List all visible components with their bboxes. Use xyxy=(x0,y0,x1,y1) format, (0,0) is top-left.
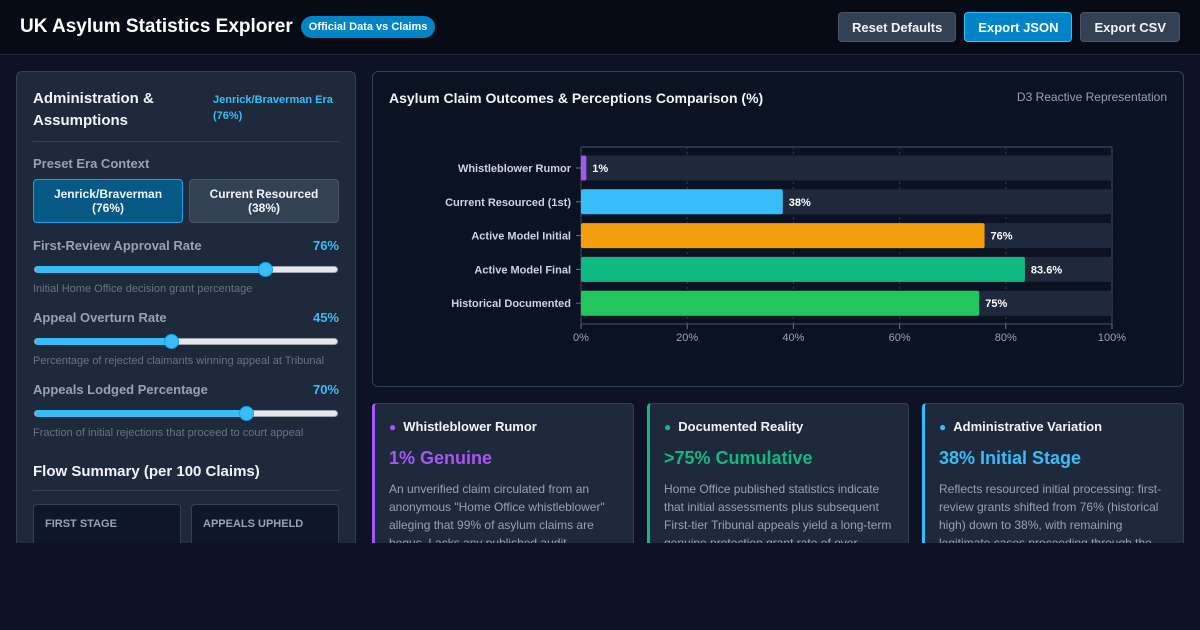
card-title: Documented Reality xyxy=(678,419,804,434)
panel-header: Administration & Assumptions Jenrick/Bra… xyxy=(33,88,339,142)
card-stat: 1% Genuine xyxy=(389,448,493,468)
slider-thumb[interactable] xyxy=(239,405,255,421)
appeal-overturn-slider-block: Appeal Overturn Rate 45% Percentage of r… xyxy=(33,310,339,367)
card-administrative-variation: ● Administrative Variation 38% Initial St… xyxy=(922,403,1184,543)
first-review-slider-block: First-Review Approval Rate 76% Initial H… xyxy=(33,238,339,295)
bullet-dot-icon: ● xyxy=(664,419,672,434)
card-stat: 38% Initial Stage xyxy=(939,448,1082,468)
first-review-approval-slider[interactable] xyxy=(34,261,338,277)
slider-help-text: Initial Home Office decision grant perce… xyxy=(33,283,253,295)
bullet-dot-icon: ● xyxy=(389,419,397,434)
app-title: UK Asylum Statistics Explorer xyxy=(20,16,293,37)
x-tick-label: 20% xyxy=(676,332,698,344)
preset-buttons: Jenrick/Braverman (76%) Current Resource… xyxy=(33,179,339,223)
card-text: Reflects resourced initial processing: f… xyxy=(939,482,1162,543)
card-title: Administrative Variation xyxy=(953,419,1103,434)
slider-value: 70% xyxy=(312,382,339,397)
category-label: Current Resourced (1st) xyxy=(445,197,571,209)
flow-card-appeals-upheld: APPEALS UPHELD xyxy=(191,504,339,543)
slider-help-text: Percentage of rejected claimants winning… xyxy=(33,355,325,367)
slider-label: Appeals Lodged Percentage xyxy=(33,382,208,397)
chart-title: Asylum Claim Outcomes & Perceptions Comp… xyxy=(389,90,764,106)
preset-jenrick-braverman-button[interactable]: Jenrick/Braverman (76%) xyxy=(33,179,183,223)
card-text: An unverified claim circulated from an a… xyxy=(389,482,605,543)
appeals-lodged-slider[interactable] xyxy=(34,405,338,421)
chart-panel: 0% 20% 40% 60% 80% 100% Whistleblower Rumor 1% C… xyxy=(372,71,1184,387)
data-source-badge: Official Data vs Claims xyxy=(300,16,436,38)
slider-value: 45% xyxy=(312,310,339,325)
bar-value-label: 76% xyxy=(991,231,1013,243)
slider-fill xyxy=(35,410,247,417)
x-tick-label: 40% xyxy=(782,332,804,344)
x-tick-label: 80% xyxy=(995,332,1017,344)
bar xyxy=(581,290,980,316)
slider-value: 76% xyxy=(312,238,339,253)
preset-label: Preset Era Context xyxy=(33,156,150,171)
slider-help-text: Fraction of initial rejections that proc… xyxy=(33,427,304,439)
panel-title: Administration & Assumptions xyxy=(33,90,154,129)
slider-label: First-Review Approval Rate xyxy=(33,238,202,253)
slider-label: Appeal Overturn Rate xyxy=(33,310,167,325)
x-tick-label: 100% xyxy=(1098,332,1126,344)
bullet-dot-icon: ● xyxy=(939,419,947,434)
bar xyxy=(581,223,985,249)
card-whistleblower-rumor: ● Whistleblower Rumor 1% Genuine An unver… xyxy=(372,403,634,543)
category-label: Active Model Initial xyxy=(471,231,571,243)
bar-value-label: 1% xyxy=(592,163,608,175)
x-tick-label: 60% xyxy=(889,332,911,344)
outcomes-bar-chart: 0% 20% 40% 60% 80% 100% Whistleblower Rumor 1% C… xyxy=(445,146,1126,344)
preset-current-resourced-button[interactable]: Current Resourced (38%) xyxy=(189,179,339,223)
appeal-overturn-slider[interactable] xyxy=(34,333,338,349)
export-json-button[interactable]: Export JSON xyxy=(964,12,1073,42)
insight-cards: ● Whistleblower Rumor 1% Genuine An unver… xyxy=(372,403,1184,543)
bar xyxy=(581,256,1025,282)
bar xyxy=(581,155,587,181)
flow-summary-cards: FIRST STAGE APPEALS UPHELD xyxy=(33,504,339,543)
app-viewport: UK Asylum Statistics Explorer Official D… xyxy=(0,0,1200,543)
bar xyxy=(581,189,783,215)
era-tag: Jenrick/Braverman Era (76%) xyxy=(213,94,333,122)
slider-fill xyxy=(35,338,171,345)
slider-thumb[interactable] xyxy=(163,333,179,349)
header-actions: Reset Defaults Export JSON Export CSV xyxy=(837,12,1180,42)
appeals-lodged-slider-block: Appeals Lodged Percentage 70% Fraction o… xyxy=(33,382,339,439)
x-tick-label: 0% xyxy=(573,332,589,344)
export-csv-button[interactable]: Export CSV xyxy=(1080,12,1180,42)
reset-defaults-button[interactable]: Reset Defaults xyxy=(837,12,957,42)
slider-thumb[interactable] xyxy=(257,261,273,277)
flow-card-first-stage: FIRST STAGE xyxy=(33,504,181,543)
bar-value-label: 83.6% xyxy=(1031,264,1062,276)
card-title: Whistleblower Rumor xyxy=(403,419,537,434)
category-label: Historical Documented xyxy=(451,298,571,310)
card-documented-reality: ● Documented Reality >75% Cumulative Home… xyxy=(647,403,909,543)
card-stat: >75% Cumulative xyxy=(664,448,813,468)
bar-value-label: 75% xyxy=(985,298,1007,310)
category-label: Active Model Final xyxy=(474,264,571,276)
card-text: Home Office published statistics indicat… xyxy=(664,482,892,543)
slider-fill xyxy=(35,266,265,273)
bar-value-label: 38% xyxy=(789,197,811,209)
category-label: Whistleblower Rumor xyxy=(458,163,572,175)
flow-summary-title: Flow Summary (per 100 Claims) xyxy=(33,463,339,491)
assumptions-panel: Administration & Assumptions Jenrick/Bra… xyxy=(16,71,356,543)
app-header: UK Asylum Statistics Explorer Official D… xyxy=(0,0,1200,55)
chart-subtitle: D3 Reactive Representation xyxy=(1016,90,1167,104)
bar-track xyxy=(581,155,1112,181)
